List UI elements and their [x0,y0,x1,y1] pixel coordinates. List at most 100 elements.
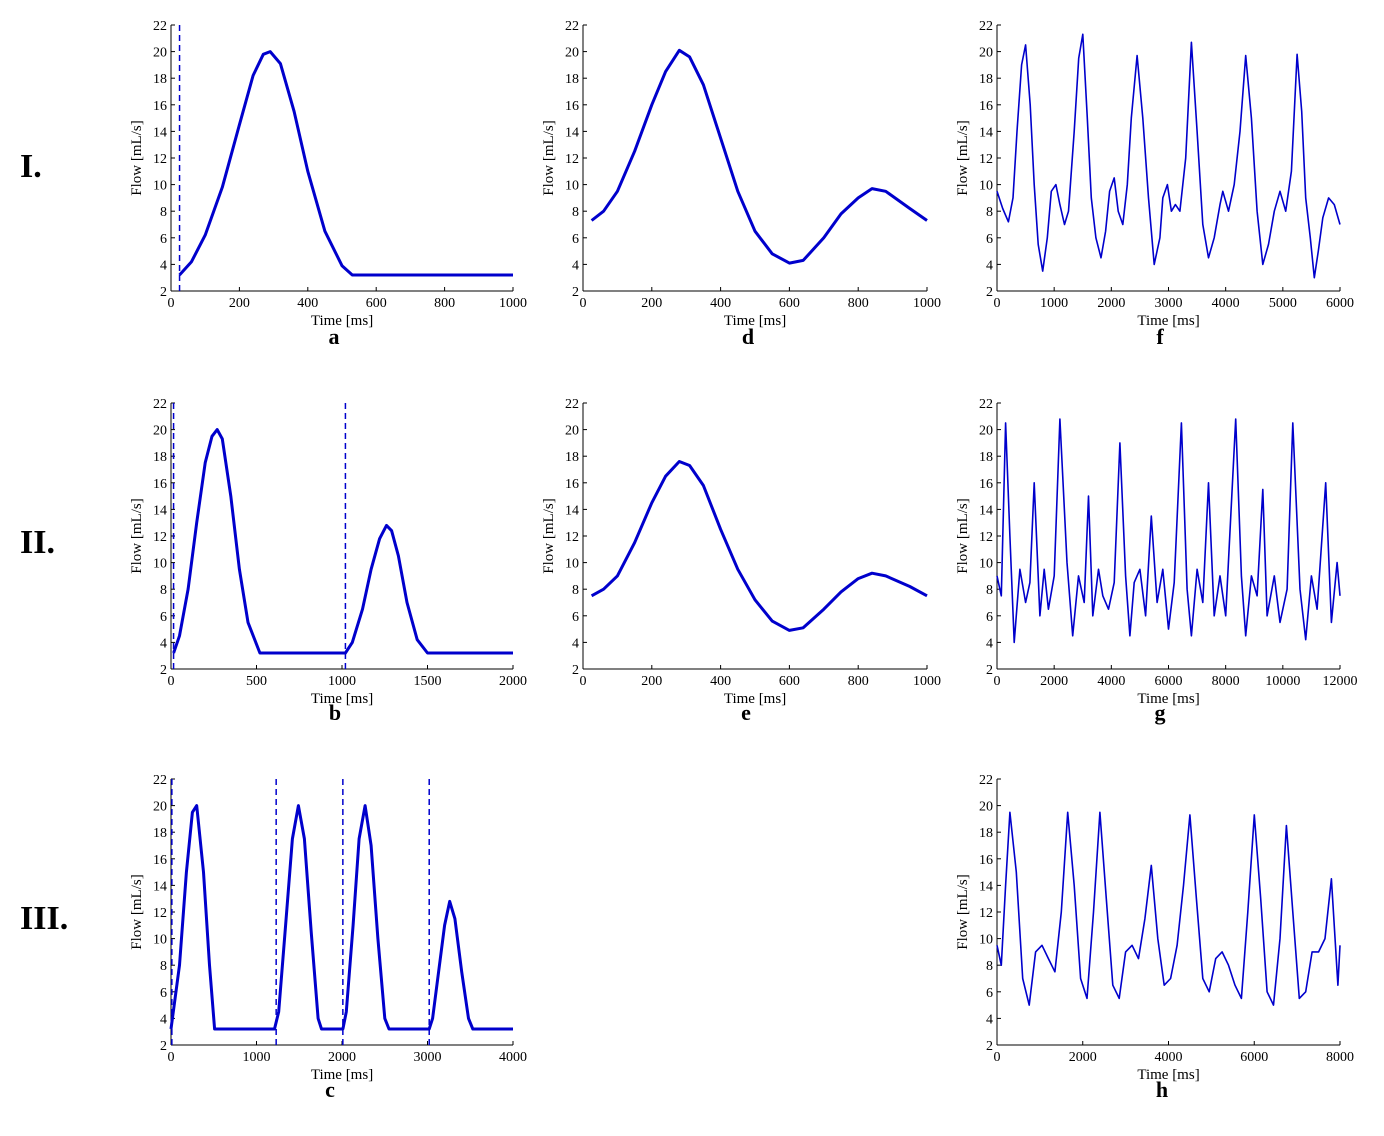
panel-label-c: c [325,1077,335,1102]
panel-label-g: g [1154,700,1166,725]
x-tick-label: 800 [434,296,455,311]
chart-f: 2 4 6 8 10 12 14 16 18 20 22 0 1000 2000 3000 4000 5000 6… [955,19,1354,329]
panel-label-f: f [1156,324,1164,349]
x-axis-label: Time [ms] [311,1067,373,1083]
y-tick-label: 22 [153,773,167,788]
y-tick-label: 10 [565,557,579,572]
x-axis-label: Time [ms] [724,691,786,707]
y-tick-label: 6 [986,610,993,625]
y-tick-label: 10 [153,179,167,194]
y-tick-label: 4 [986,258,993,273]
y-tick-label: 16 [979,477,993,492]
chart-g: 2 4 6 8 10 12 14 16 18 20 22 0 2000 4000 6000 8000 10000… [955,397,1358,707]
x-tick-label: 6000 [1240,1050,1268,1065]
chart-c: 2 4 6 8 10 12 14 16 18 20 22 0 1000 2000 3000 4000 Time … [129,773,527,1083]
x-tick-label: 2000 [1040,674,1068,689]
x-tick-label: 1000 [1040,296,1068,311]
y-tick-label: 8 [986,959,993,974]
y-tick-label: 2 [160,663,167,678]
y-tick-label: 16 [153,477,167,492]
x-tick-label: 4000 [499,1050,527,1065]
y-tick-label: 18 [153,450,167,465]
x-tick-label: 800 [848,296,869,311]
x-tick-label: 6000 [1326,296,1354,311]
x-tick-label: 8000 [1326,1050,1354,1065]
y-tick-label: 22 [565,397,579,412]
x-tick-label: 400 [710,296,731,311]
panel-label-d: d [741,324,755,349]
y-tick-label: 4 [160,258,167,273]
series-line [996,811,1341,1006]
x-tick-label: 0 [580,296,587,311]
chart-b: 2 4 6 8 10 12 14 16 18 20 22 0 500 1000 1500 2000 Time [… [129,397,527,707]
y-tick-label: 8 [572,205,579,220]
x-axis-label: Time [ms] [1137,1067,1199,1083]
row-label-2: II. [20,524,55,561]
y-tick-label: 14 [153,503,167,518]
y-tick-label: 22 [153,397,167,412]
panel-label-h: h [1155,1077,1169,1102]
x-tick-label: 0 [168,1050,175,1065]
y-tick-label: 2 [572,285,579,300]
x-axis-label: Time [ms] [1137,313,1199,329]
y-axis-label: Flow [mL/s] [541,498,557,573]
series-line [590,460,928,632]
row-label-1: I. [20,148,42,185]
x-axis-label: Time [ms] [724,313,786,329]
y-tick-label: 14 [565,125,579,140]
x-tick-label: 600 [779,296,800,311]
y-tick-label: 22 [979,19,993,34]
y-tick-label: 10 [153,557,167,572]
y-tick-label: 12 [565,530,579,545]
y-tick-label: 2 [572,663,579,678]
y-tick-label: 16 [565,99,579,114]
y-tick-label: 2 [160,285,167,300]
x-tick-label: 6000 [1155,674,1183,689]
x-tick-label: 8000 [1212,674,1240,689]
y-tick-label: 12 [979,152,993,167]
y-tick-label: 4 [160,636,167,651]
y-tick-label: 16 [565,477,579,492]
y-tick-label: 2 [986,1039,993,1054]
series-line [996,418,1341,644]
y-tick-label: 14 [979,879,993,894]
y-tick-label: 12 [979,530,993,545]
x-axis-label: Time [ms] [1137,691,1199,707]
y-tick-label: 2 [986,663,993,678]
y-axis-label: Flow [mL/s] [129,498,145,573]
y-tick-label: 2 [160,1039,167,1054]
x-tick-label: 12000 [1323,674,1358,689]
y-tick-label: 6 [572,610,579,625]
chart-h: 2 4 6 8 10 12 14 16 18 20 22 0 2000 4000 6000 8000 Time … [955,773,1354,1083]
x-tick-label: 200 [641,296,662,311]
x-tick-label: 0 [168,674,175,689]
x-tick-label: 0 [168,296,175,311]
x-tick-label: 600 [366,296,387,311]
y-tick-label: 10 [979,933,993,948]
x-tick-label: 4000 [1155,1050,1183,1065]
y-tick-label: 22 [979,397,993,412]
x-tick-label: 2000 [1097,296,1125,311]
x-axis-label: Time [ms] [311,691,373,707]
x-tick-label: 1000 [913,674,941,689]
y-tick-label: 14 [565,503,579,518]
y-tick-label: 8 [160,583,167,598]
y-tick-label: 8 [986,205,993,220]
y-tick-label: 8 [572,583,579,598]
chart-e: 2 4 6 8 10 12 14 16 18 20 22 0 200 400 600 800 1000 Time … [541,397,941,707]
x-tick-label: 0 [994,674,1001,689]
y-tick-label: 18 [153,72,167,87]
x-tick-label: 3000 [414,1050,442,1065]
x-tick-label: 4000 [1212,296,1240,311]
y-tick-label: 20 [979,800,993,815]
y-tick-label: 8 [160,205,167,220]
y-tick-label: 16 [979,853,993,868]
y-tick-label: 6 [572,232,579,247]
y-tick-label: 22 [153,19,167,34]
x-tick-label: 0 [994,1050,1001,1065]
x-tick-label: 800 [848,674,869,689]
panel-label-a: a [328,324,340,349]
y-tick-label: 12 [979,906,993,921]
y-tick-label: 6 [986,986,993,1001]
